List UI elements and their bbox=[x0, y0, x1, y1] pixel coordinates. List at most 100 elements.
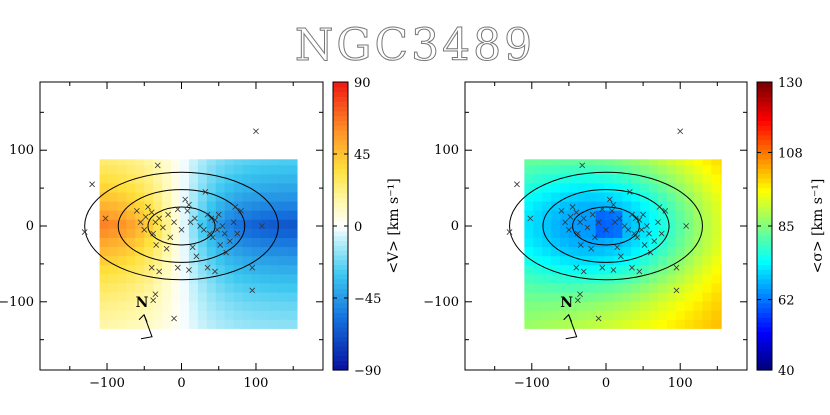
map-cell bbox=[135, 264, 145, 275]
map-cell bbox=[640, 310, 650, 320]
map-cell bbox=[684, 273, 695, 284]
map-cell bbox=[251, 210, 262, 220]
source-marker bbox=[221, 230, 228, 237]
colorbar-segment bbox=[333, 211, 348, 217]
map-cell bbox=[533, 159, 543, 166]
map-cell bbox=[188, 159, 199, 166]
map-cell bbox=[640, 200, 650, 211]
map-cell bbox=[649, 246, 659, 257]
map-cell bbox=[153, 159, 163, 166]
map-cell bbox=[99, 319, 110, 329]
map-cell bbox=[559, 291, 570, 302]
map-cell bbox=[296, 173, 298, 184]
map-cell bbox=[631, 319, 641, 329]
map-cell bbox=[586, 273, 597, 284]
map-cell bbox=[720, 210, 722, 220]
map-cell bbox=[126, 210, 136, 220]
map-cell bbox=[117, 228, 127, 238]
colorbar-segment bbox=[757, 91, 772, 97]
colorbar-segment bbox=[757, 283, 772, 289]
colorbar-segment bbox=[757, 211, 772, 217]
map-cell bbox=[649, 200, 659, 211]
colorbar-segment bbox=[333, 216, 348, 222]
isophote-ellipse bbox=[572, 206, 640, 246]
map-cell bbox=[568, 282, 579, 293]
colorbar-segment bbox=[333, 182, 348, 189]
map-cell bbox=[269, 291, 279, 302]
map-cell bbox=[188, 228, 199, 238]
map-cell bbox=[613, 182, 623, 193]
map-cell bbox=[296, 273, 298, 284]
map-cell bbox=[162, 164, 172, 175]
map-cell bbox=[233, 173, 244, 184]
map-cell bbox=[135, 228, 145, 238]
map-cell bbox=[684, 264, 695, 275]
map-cell bbox=[287, 291, 297, 302]
colorbar-segment bbox=[757, 82, 772, 88]
source-marker bbox=[174, 206, 181, 213]
source-marker bbox=[595, 219, 602, 226]
colorbar-segment bbox=[757, 86, 772, 93]
map-cell bbox=[269, 159, 279, 166]
map-cell bbox=[251, 246, 262, 257]
map-cell bbox=[657, 310, 668, 320]
colorbar-segment bbox=[333, 355, 348, 361]
map-cell bbox=[153, 182, 163, 193]
source-marker bbox=[616, 215, 623, 222]
map-cell bbox=[577, 200, 588, 211]
colorbar-segment bbox=[333, 115, 348, 121]
map-cell bbox=[577, 173, 588, 184]
map-cell bbox=[657, 282, 668, 293]
source-marker bbox=[212, 217, 218, 223]
colorbar-segment bbox=[333, 101, 348, 107]
map-cell bbox=[693, 246, 704, 257]
map-cell bbox=[711, 301, 721, 311]
map-cell bbox=[296, 301, 298, 311]
map-cell bbox=[666, 282, 677, 293]
map-cell bbox=[720, 191, 722, 202]
source-marker bbox=[171, 219, 177, 226]
map-cell bbox=[108, 191, 119, 202]
map-cell bbox=[126, 255, 136, 266]
map-cell bbox=[224, 291, 235, 302]
colorbar-segment bbox=[757, 259, 772, 265]
map-cell bbox=[117, 182, 127, 193]
colorbar-segment bbox=[757, 326, 772, 333]
map-cell bbox=[675, 273, 686, 284]
map-cell bbox=[126, 228, 136, 238]
map-cell bbox=[287, 246, 297, 257]
map-cell bbox=[171, 173, 181, 184]
map-cell bbox=[153, 210, 163, 220]
map-cell bbox=[622, 237, 632, 248]
map-cell bbox=[622, 173, 632, 184]
map-cell bbox=[278, 210, 288, 220]
map-cell bbox=[206, 246, 217, 257]
map-cell bbox=[135, 301, 145, 311]
map-cell bbox=[684, 219, 695, 229]
map-cell bbox=[622, 291, 632, 302]
colorbar-segment bbox=[333, 288, 348, 294]
map-cell bbox=[720, 182, 722, 193]
source-marker bbox=[673, 287, 680, 294]
map-cell bbox=[622, 182, 632, 193]
map-cell bbox=[224, 273, 235, 284]
map-cell bbox=[711, 219, 721, 229]
map-cell bbox=[586, 319, 597, 329]
colorbar-segment bbox=[757, 269, 772, 275]
map-cell bbox=[269, 301, 279, 311]
colorbar-segment bbox=[757, 163, 772, 169]
map-cell bbox=[675, 200, 686, 211]
map-cell bbox=[551, 191, 561, 202]
map-cell bbox=[551, 301, 561, 311]
source-markers bbox=[81, 128, 265, 322]
map-cell bbox=[586, 182, 597, 193]
map-cell bbox=[144, 182, 154, 193]
source-marker bbox=[634, 234, 641, 241]
map-cell bbox=[533, 310, 543, 320]
map-cell bbox=[524, 219, 534, 229]
map-cell bbox=[242, 210, 253, 220]
map-cell bbox=[711, 228, 721, 238]
map-cell bbox=[144, 282, 154, 293]
map-cell bbox=[595, 282, 606, 293]
